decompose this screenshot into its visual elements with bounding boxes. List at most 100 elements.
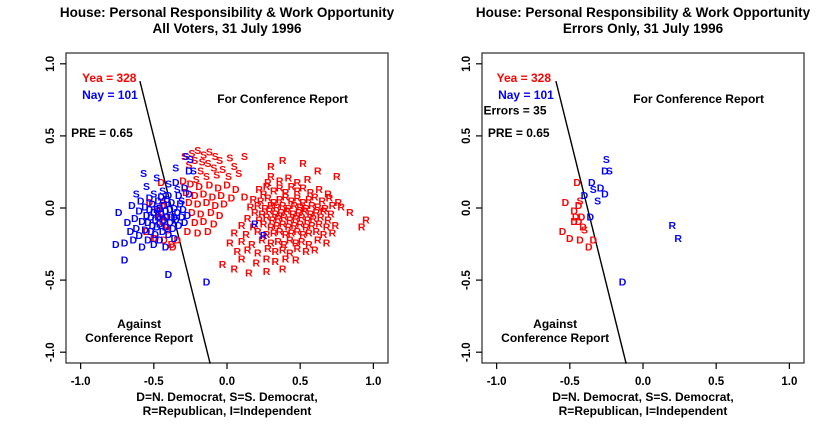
- vote-letter: D: [157, 209, 165, 221]
- vote-letter: D: [151, 233, 159, 245]
- vote-letter: S: [194, 145, 201, 157]
- vote-letter: R: [283, 206, 291, 218]
- vote-letter: D: [601, 188, 609, 200]
- vote-letter: R: [266, 206, 274, 218]
- vote-letter: R: [263, 181, 271, 193]
- vote-letter: S: [178, 196, 185, 208]
- plot-annotation: Against: [117, 317, 161, 331]
- vote-letter: S: [188, 148, 195, 160]
- vote-letter: R: [346, 207, 354, 219]
- vote-letter: S: [181, 151, 188, 163]
- y-tick-label: -0.5: [45, 270, 57, 290]
- vote-letter: D: [203, 197, 211, 209]
- vote-letter: R: [302, 222, 310, 234]
- vote-letter: S: [143, 181, 150, 193]
- vote-letter: D: [181, 183, 189, 195]
- vote-letter: D: [241, 191, 249, 203]
- vote-letter: D: [171, 211, 179, 223]
- vote-letter: D: [115, 207, 123, 219]
- vote-letter: D: [162, 206, 170, 218]
- vote-letter: R: [238, 220, 246, 232]
- vote-letter: D: [138, 242, 146, 254]
- vote-letter: R: [311, 191, 319, 203]
- vote-letter: R: [291, 220, 299, 232]
- vote-letter: D: [144, 235, 152, 247]
- vote-letter: D: [132, 223, 140, 235]
- x-tick-label: 0.0: [219, 376, 235, 388]
- cutting-line: [139, 80, 211, 364]
- vote-letter: D: [220, 198, 228, 210]
- vote-letter: R: [315, 219, 323, 231]
- vote-letter: S: [140, 168, 147, 180]
- vote-letter: R: [264, 243, 272, 255]
- vote-letter: D: [217, 190, 225, 202]
- vote-letter: D: [185, 165, 193, 177]
- vote-letter: R: [267, 161, 275, 173]
- vote-letter: D: [163, 222, 171, 234]
- vote-letter: R: [668, 220, 676, 232]
- vote-letter: S: [577, 196, 584, 208]
- vote-letter: D: [191, 217, 199, 229]
- vote-letter: R: [250, 194, 258, 206]
- vote-letter: R: [282, 253, 290, 265]
- plot-title: House: Personal Responsibility & Work Op…: [476, 5, 811, 20]
- plot-annotation: Nay = 101: [498, 88, 554, 102]
- vote-letter: D: [124, 217, 132, 229]
- vote-letter: R: [233, 246, 241, 258]
- vote-letter: D: [579, 222, 587, 234]
- vote-letter: D: [156, 203, 164, 215]
- vote-letter: R: [315, 184, 323, 196]
- vote-letter: R: [320, 206, 328, 218]
- vote-letter: R: [269, 214, 277, 226]
- plot-annotation: For Conference Report: [633, 92, 764, 106]
- vote-letter: R: [263, 266, 271, 278]
- vote-letter: D: [121, 237, 129, 249]
- vote-letter: D: [597, 183, 605, 195]
- vote-letter: D: [175, 190, 183, 202]
- vote-letter: S: [606, 165, 613, 177]
- vote-letter: R: [321, 203, 329, 215]
- vote-letter: R: [282, 229, 290, 241]
- vote-letter: S: [153, 173, 160, 185]
- vote-letter: D: [589, 235, 597, 247]
- vote-letter: R: [226, 237, 234, 249]
- vote-letter: D: [619, 276, 627, 288]
- vote-letter: R: [299, 197, 307, 209]
- vote-letter: D: [188, 207, 196, 219]
- vote-letter: D: [143, 210, 151, 222]
- y-tick-label: -1.0: [45, 342, 57, 362]
- vote-letter: D: [168, 211, 176, 223]
- x-tick-label: -0.5: [560, 376, 580, 388]
- vote-letter: D: [121, 255, 129, 267]
- vote-letter: R: [276, 194, 284, 206]
- x-axis-label-line1: D=N. Democrat, S=S. Democrat,: [552, 390, 733, 404]
- vote-letter: R: [312, 207, 320, 219]
- vote-letter: S: [165, 178, 172, 190]
- vote-letter: D: [194, 198, 202, 210]
- vote-letter: R: [299, 183, 307, 195]
- plot-subtitle: Errors Only, 31 July 1996: [563, 21, 724, 36]
- vote-letter: D: [151, 229, 159, 241]
- vote-letter: R: [298, 211, 306, 223]
- vote-letter: S: [197, 165, 204, 177]
- vote-letter: R: [308, 220, 316, 232]
- vote-letter: R: [276, 183, 284, 195]
- vote-letter: R: [257, 196, 265, 208]
- vote-letter: R: [302, 203, 310, 215]
- vote-letter: S: [216, 155, 223, 167]
- vote-letter: D: [168, 197, 176, 209]
- y-tick-label: -1.0: [461, 342, 473, 362]
- vote-letter: D: [166, 217, 174, 229]
- vote-letter: R: [293, 226, 301, 238]
- y-tick-label: 0.0: [461, 200, 473, 216]
- vote-letter: S: [159, 185, 166, 197]
- vote-letter: R: [292, 213, 300, 225]
- vote-letter: R: [674, 233, 682, 245]
- vote-letter: D: [138, 216, 146, 228]
- plot-annotation: For Conference Report: [217, 92, 348, 106]
- vote-letter: D: [173, 235, 181, 247]
- vote-letter: D: [156, 219, 164, 231]
- vote-letter: D: [159, 216, 167, 228]
- vote-letter: R: [329, 200, 337, 212]
- vote-letter: R: [238, 253, 246, 265]
